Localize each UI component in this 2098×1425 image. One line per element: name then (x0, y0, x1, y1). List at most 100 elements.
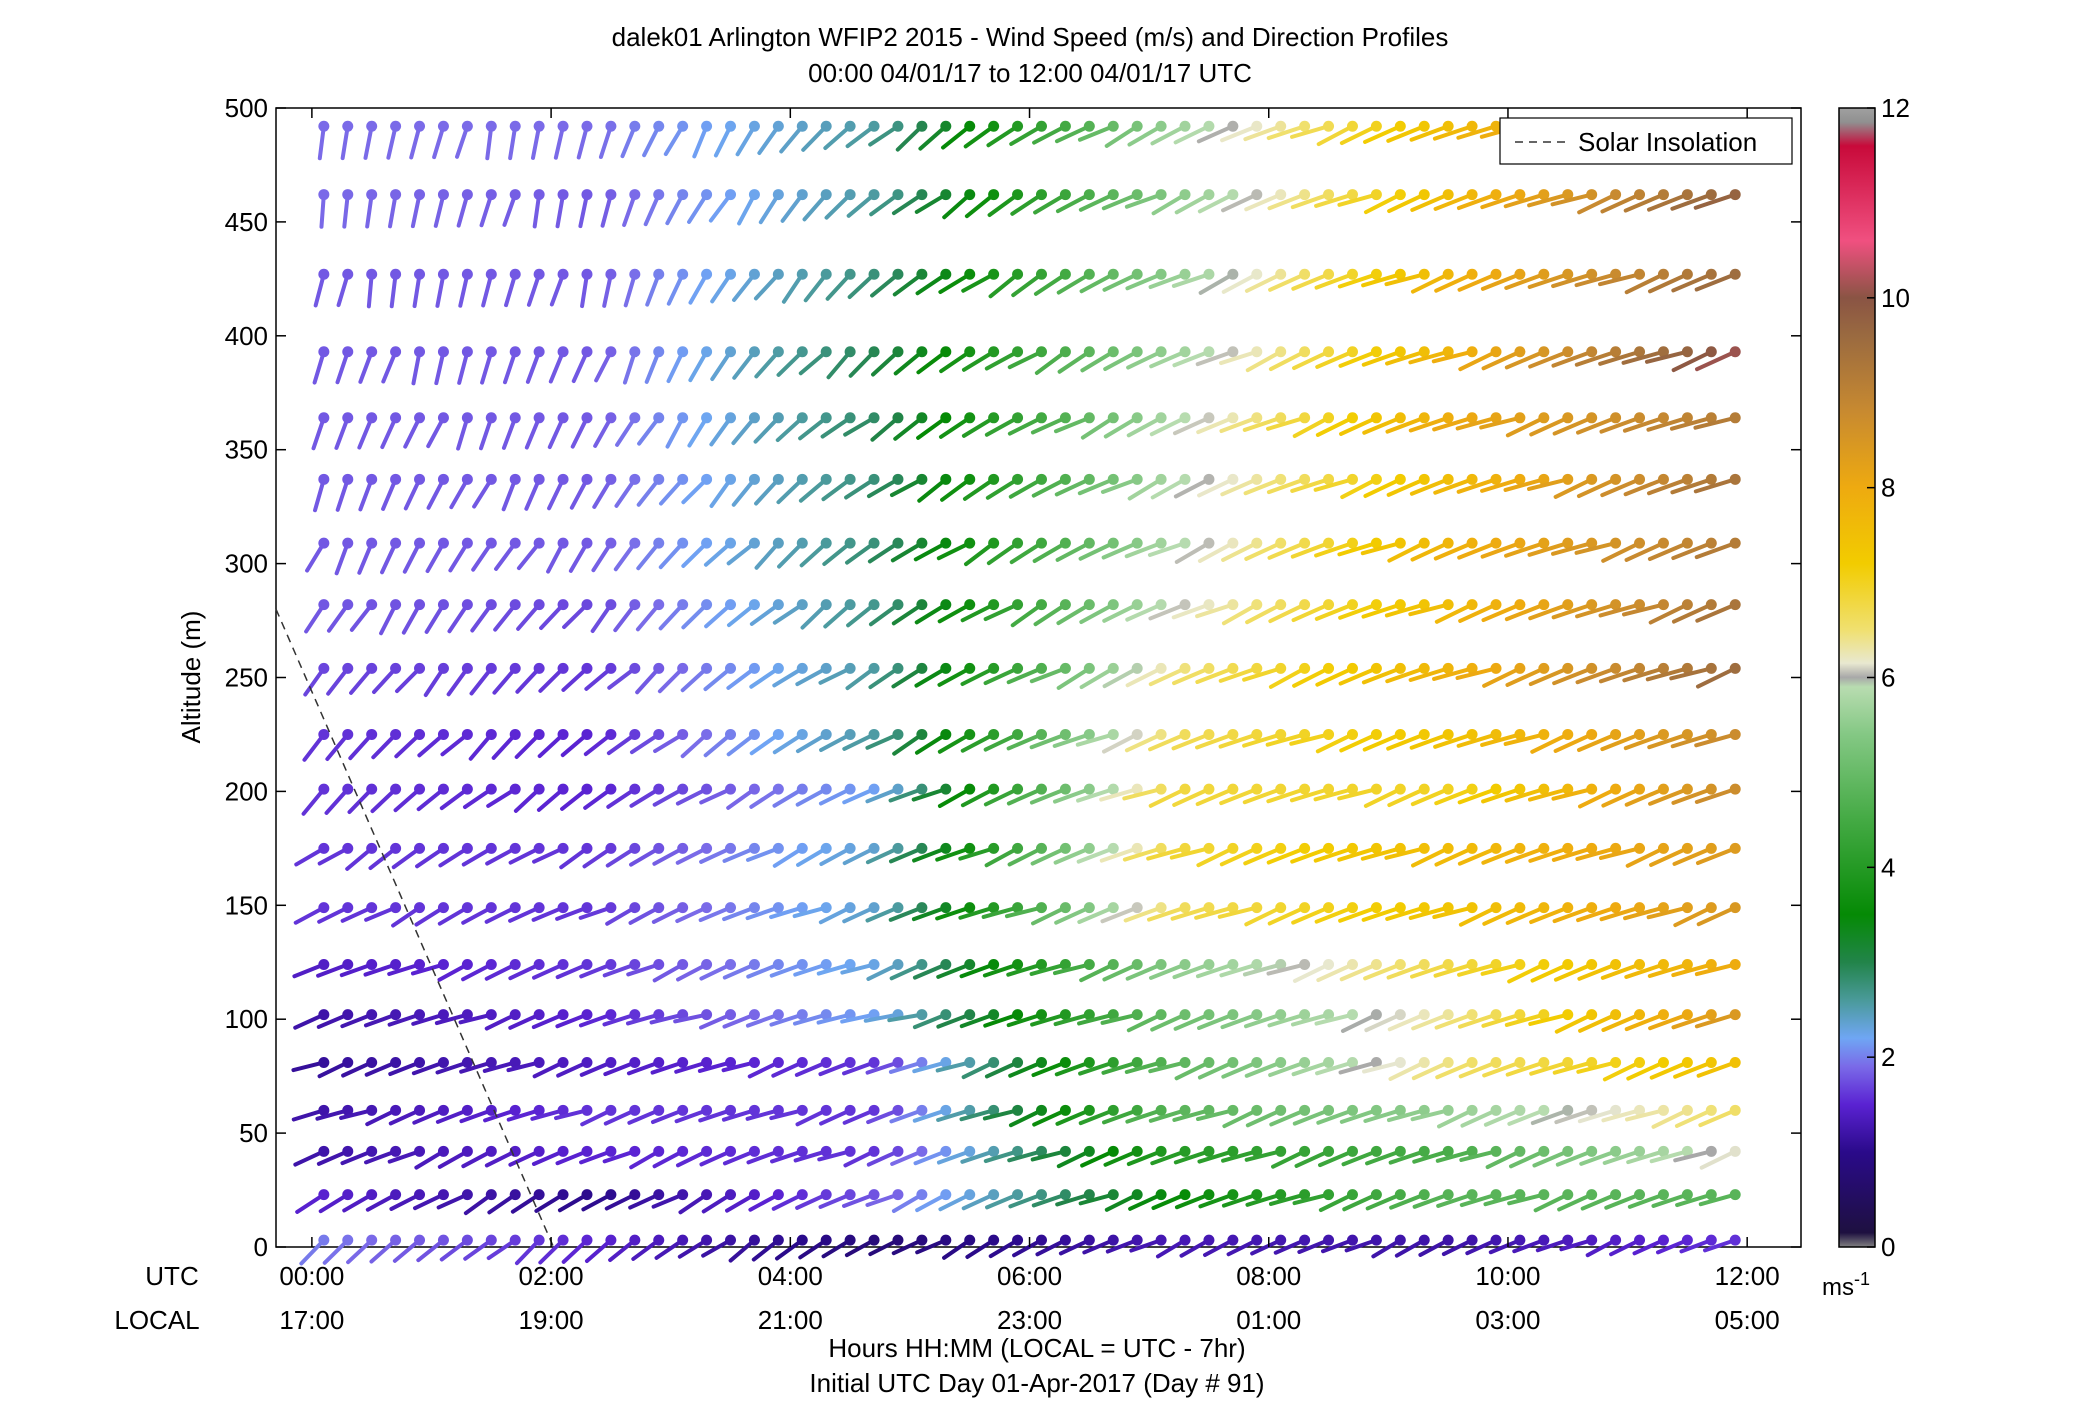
wind-barb-shaft (1504, 349, 1546, 370)
wind-barb-dot (772, 1104, 784, 1116)
wind-barb-shaft (914, 666, 948, 688)
wind-barb-dot (1012, 902, 1024, 914)
wind-barb (1125, 662, 1167, 688)
wind-barb (1150, 473, 1191, 500)
wind-barb-shaft (1627, 1192, 1666, 1209)
wind-barb-dot (1083, 842, 1095, 854)
wind-barb-shaft (986, 124, 1020, 148)
wind-barb (1559, 1234, 1598, 1252)
wind-barb (1456, 728, 1502, 748)
wind-barb-dot (485, 412, 497, 424)
wind-barb-dot (748, 662, 760, 674)
wind-barb (769, 1104, 808, 1121)
wind-barb-dot (318, 1189, 330, 1201)
wind-barb-dot (1705, 189, 1717, 201)
wind-barb-dot (677, 346, 689, 358)
wind-barb-dot (677, 189, 689, 201)
wind-barb (1033, 268, 1071, 296)
wind-barb-dot (461, 728, 473, 740)
wind-barb (348, 728, 378, 761)
wind-barb (448, 537, 473, 573)
wind-barb-dot (725, 783, 737, 795)
wind-barb-shaft (1031, 477, 1068, 498)
wind-barb (869, 189, 904, 217)
wind-barb (1174, 537, 1215, 564)
wind-barb (652, 959, 689, 983)
wind-barb (917, 473, 952, 503)
wind-barb-shaft (1057, 349, 1092, 374)
wind-barb (1459, 1189, 1502, 1208)
wind-barb-dot (1323, 412, 1335, 424)
wind-barb (293, 902, 330, 925)
wind-barb (911, 783, 952, 802)
wind-barb (1457, 842, 1502, 866)
wind-barb-shaft (798, 415, 829, 441)
wind-barb-dot (1466, 728, 1478, 740)
wind-barb (559, 842, 593, 870)
wind-barb-shaft (865, 846, 900, 865)
wind-barb-dot (940, 120, 952, 132)
wind-barb (823, 599, 856, 629)
wind-barb-shaft (1504, 272, 1546, 290)
wind-barb-dot (461, 1104, 473, 1116)
wind-barb (1600, 189, 1646, 214)
wind-barb-shaft (1481, 602, 1522, 623)
wind-barb (1575, 662, 1622, 685)
wind-barb-shaft (1169, 846, 1211, 860)
wind-barb-shaft (1528, 1012, 1570, 1026)
wind-barb (1080, 412, 1119, 440)
wind-barb-shaft (821, 477, 853, 502)
wind-barb-dot (414, 189, 426, 201)
wind-barb-dot (1179, 268, 1191, 280)
wind-barb-dot (437, 1234, 449, 1246)
wind-barb (325, 728, 354, 761)
wind-barb-shaft (1008, 1108, 1044, 1128)
x-tick-label-local: 21:00 (758, 1305, 823, 1335)
wind-barb (795, 1104, 832, 1127)
wind-barb (1481, 1009, 1526, 1028)
wind-barb-dot (461, 842, 473, 854)
wind-barb-dot (1442, 842, 1454, 854)
wind-barb-dot (1442, 268, 1454, 280)
wind-barb (581, 1189, 617, 1212)
wind-barb-dot (437, 1189, 449, 1201)
wind-barb-dot (1227, 473, 1239, 485)
wind-barb (292, 959, 330, 979)
wind-barb-shaft (1195, 349, 1235, 367)
wind-barb (704, 599, 737, 629)
wind-barb (561, 1234, 593, 1264)
wind-barb-dot (1179, 599, 1191, 611)
wind-barb-dot (366, 412, 378, 424)
wind-barb (484, 959, 521, 981)
wind-barb (651, 1189, 689, 1209)
wind-barb-shaft (1174, 541, 1211, 564)
wind-barb (914, 189, 952, 214)
wind-barb-dot (725, 1234, 737, 1246)
wind-barb-dot (1418, 189, 1430, 201)
wind-barb (819, 1104, 856, 1126)
wind-barb-shaft (936, 541, 972, 561)
wind-barb (1529, 1056, 1574, 1076)
wind-barb-shaft (1646, 905, 1690, 920)
wind-barb-dot (1657, 842, 1669, 854)
wind-barb-shaft (1078, 1192, 1116, 1206)
wind-barb-dot (605, 1234, 617, 1246)
wind-barb (1624, 268, 1669, 295)
wind-barb-dot (1107, 346, 1119, 358)
wind-barb (1148, 728, 1191, 752)
wind-barb-dot (844, 120, 856, 132)
wind-barb-dot (1275, 1234, 1287, 1246)
wind-barb (985, 473, 1024, 500)
wind-barb (1313, 783, 1358, 802)
wind-barb-dot (1299, 783, 1311, 795)
wind-barb-shaft (1410, 787, 1451, 807)
wind-barb (318, 1189, 354, 1214)
wind-barb-dot (1107, 902, 1119, 914)
wind-barb-dot (1394, 189, 1406, 201)
utc-row-label: UTC (145, 1261, 198, 1291)
wind-barb-dot (1562, 537, 1574, 549)
wind-barb (370, 783, 402, 814)
wind-barb-dot (1012, 268, 1024, 280)
wind-barb (515, 662, 545, 694)
wind-barb (635, 662, 665, 695)
